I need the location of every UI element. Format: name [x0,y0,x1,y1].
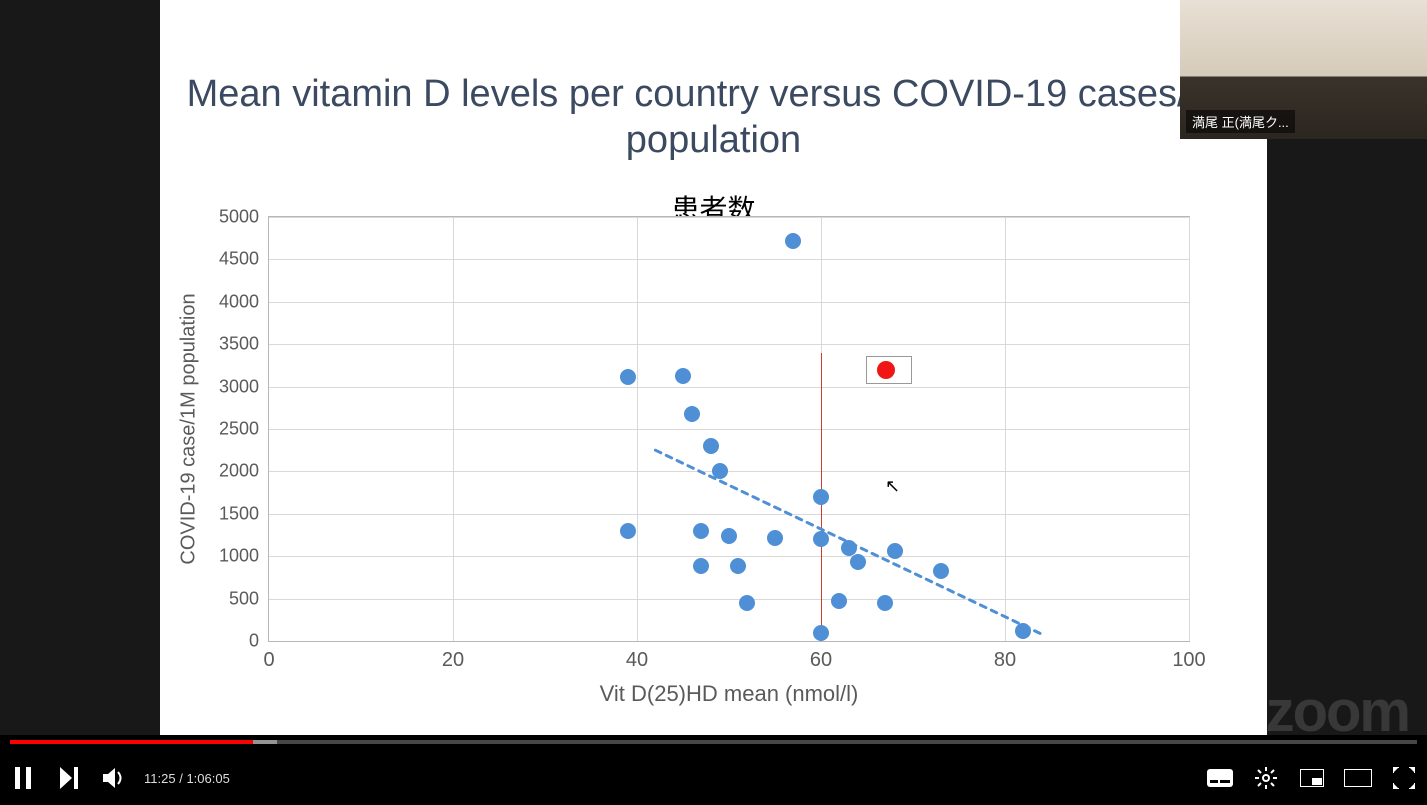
data-point [703,438,719,454]
letterbox-left [0,0,160,735]
data-point [785,233,801,249]
slide-title: Mean vitamin D levels per country versus… [160,72,1267,163]
data-point [887,543,903,559]
y-tick: 3500 [199,334,259,355]
y-tick: 5000 [199,207,259,228]
volume-button[interactable] [92,755,138,801]
zoom-watermark: zoom [1266,678,1409,745]
x-tick: 100 [1172,649,1205,672]
y-tick: 3000 [199,376,259,397]
presenter-name-label: 満尾 正(満尾ク... [1186,110,1295,133]
data-point [739,595,755,611]
duration: 1:06:05 [186,771,229,786]
y-tick: 4000 [199,291,259,312]
settings-button[interactable] [1243,755,1289,801]
data-point [813,531,829,547]
data-point [620,523,636,539]
trend-line [269,217,1189,641]
data-point [813,489,829,505]
data-point [933,563,949,579]
x-tick: 0 [263,649,274,672]
presenter-webcam[interactable]: 満尾 正(満尾ク... [1180,0,1427,139]
x-tick: 80 [994,649,1016,672]
time-display: 11:25 / 1:06:05 [144,771,230,786]
x-axis-label: Vit D(25)HD mean (nmol/l) [600,681,859,707]
x-tick: 20 [442,649,464,672]
y-axis-label: COVID-19 case/1M population [178,293,201,564]
legend [866,356,912,384]
y-tick: 1000 [199,546,259,567]
fullscreen-button[interactable] [1381,755,1427,801]
played-indicator [10,740,253,744]
data-point [684,406,700,422]
data-point [693,558,709,574]
data-point [721,528,737,544]
miniplayer-button[interactable] [1289,755,1335,801]
data-point [813,625,829,641]
data-point [877,595,893,611]
progress-bar[interactable] [10,740,1417,744]
x-tick: 40 [626,649,648,672]
data-point [1015,623,1031,639]
data-point [730,558,746,574]
scatter-chart: COVID-19 case/1M population Vit D(25)HD … [268,216,1190,642]
data-point [620,369,636,385]
data-point [712,463,728,479]
theater-button[interactable] [1335,755,1381,801]
presentation-slide: Mean vitamin D levels per country versus… [160,0,1267,735]
next-button[interactable] [46,755,92,801]
y-tick: 1500 [199,503,259,524]
pause-button[interactable] [0,755,46,801]
data-point [831,593,847,609]
data-point [767,530,783,546]
data-point [693,523,709,539]
data-point [841,540,857,556]
player-controls: 11:25 / 1:06:05 [0,751,1427,805]
y-tick: 2500 [199,419,259,440]
data-point [850,554,866,570]
y-tick: 500 [199,588,259,609]
current-time: 11:25 [144,771,176,786]
y-tick: 0 [199,631,259,652]
video-stage: Mean vitamin D levels per country versus… [0,0,1427,805]
y-tick: 4500 [199,249,259,270]
data-point [675,368,691,384]
x-tick: 60 [810,649,832,672]
captions-button[interactable] [1197,755,1243,801]
y-tick: 2000 [199,461,259,482]
